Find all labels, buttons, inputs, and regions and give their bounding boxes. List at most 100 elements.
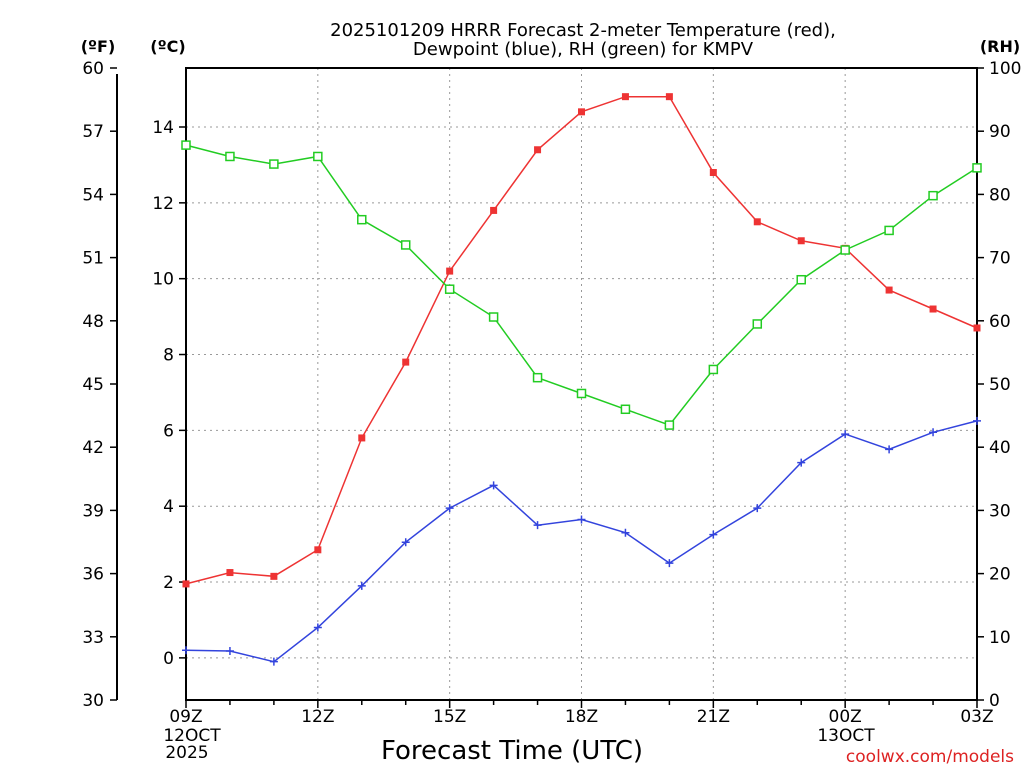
axes [116, 67, 978, 701]
dewpoint-point [929, 428, 938, 437]
rh-point [357, 214, 367, 225]
fahrenheit-tick-label: 39 [82, 501, 104, 521]
rh-point [928, 190, 938, 201]
rh-unit-label: (RH) [980, 37, 1020, 56]
dewpoint-point [401, 538, 410, 547]
rh-point [313, 151, 323, 162]
fahrenheit-tick-label: 36 [82, 565, 104, 585]
temperature-point [534, 146, 542, 154]
rh-point [664, 420, 675, 430]
fahrenheit-tick-label: 54 [82, 185, 104, 205]
rh-tick-label: 30 [989, 501, 1011, 521]
temperature-point [753, 218, 761, 226]
temperature-point [973, 324, 981, 332]
date-label-day: 12OCT [163, 726, 221, 746]
temperature-point [182, 580, 190, 588]
fahrenheit-tick-label: 60 [82, 59, 104, 79]
date-label-next-day: 13OCT [817, 726, 875, 746]
rh-tick-label: 90 [989, 122, 1011, 142]
chart-title-line1: 2025101209 HRRR Forecast 2-meter Tempera… [330, 20, 836, 41]
celsius-tick-label: 6 [163, 421, 174, 441]
dewpoint-point [533, 521, 542, 530]
rh-point [884, 225, 894, 236]
celsius-tick-label: 14 [152, 118, 174, 138]
time-tick-label: 00Z [829, 707, 862, 727]
gridlines [186, 68, 977, 700]
temperature-point [490, 206, 498, 214]
fahrenheit-tick-label: 51 [82, 249, 104, 269]
temperature-point [709, 169, 717, 177]
dewpoint-point [577, 515, 586, 524]
celsius-tick-label: 12 [152, 194, 174, 214]
credit-text: coolwx.com/models [846, 747, 1014, 767]
rh-axis: 0 10 20 30 40 50 60 70 80 90 100 [977, 59, 1021, 711]
celsius-tick-label: 0 [163, 649, 174, 669]
dewpoint-point [313, 623, 322, 632]
temperature-point [621, 93, 629, 101]
rh-point [972, 163, 982, 173]
date-label-year: 2025 [165, 743, 208, 763]
rh-tick-label: 20 [989, 565, 1011, 585]
fahrenheit-axis: 30 33 36 39 42 45 48 51 54 57 60 [82, 59, 117, 711]
rh-tick-label: 0 [989, 691, 1000, 711]
rh-point [181, 140, 191, 150]
time-tick-label: 12Z [301, 707, 334, 727]
time-tick-label: 21Z [697, 707, 730, 727]
chart-title-line2: Dewpoint (blue), RH (green) for KMPV [413, 39, 754, 60]
rh-point [488, 312, 499, 322]
fahrenheit-tick-label: 48 [82, 312, 104, 332]
temperature-point [402, 358, 410, 366]
time-axis: 09Z 12Z 15Z 18Z 21Z 00Z 03Z [169, 700, 994, 727]
dewpoint-point [357, 581, 366, 590]
time-tick-label: 15Z [433, 707, 466, 727]
time-tick-label: 09Z [169, 707, 202, 727]
celsius-tick-label: 2 [163, 573, 174, 593]
rh-tick-label: 80 [989, 185, 1011, 205]
temperature-point [226, 569, 234, 577]
rh-tick-label: 100 [989, 59, 1021, 79]
temperature-point [314, 546, 322, 554]
dewpoint-point [885, 445, 894, 454]
dewpoint-point [621, 528, 630, 537]
temperature-point [797, 237, 805, 245]
fahrenheit-tick-label: 30 [82, 691, 104, 711]
dewpoint-point [797, 458, 806, 467]
celsius-tick-label: 10 [152, 270, 174, 290]
temperature-line [185, 95, 978, 585]
rh-point [752, 319, 763, 329]
dewpoint-point [973, 416, 981, 425]
dewpoint-point [489, 481, 498, 490]
temperature-point [446, 267, 454, 275]
rh-point [225, 151, 235, 162]
dewpoint-point [709, 530, 718, 539]
rh-point [532, 372, 543, 383]
rh-point [840, 245, 850, 255]
fahrenheit-unit-label: (ºF) [81, 37, 116, 56]
time-tick-label: 03Z [960, 707, 993, 727]
dewpoint-point [225, 647, 234, 656]
series-layer [181, 93, 982, 666]
x-axis-label: Forecast Time (UTC) [381, 736, 643, 766]
rh-tick-label: 40 [989, 438, 1011, 458]
dewpoint-point [445, 504, 454, 513]
dewpoint-line [185, 420, 978, 663]
temperature-point [270, 572, 278, 580]
rh-point [708, 364, 719, 375]
fahrenheit-tick-label: 33 [82, 628, 104, 648]
dewpoint-point [182, 646, 190, 655]
rh-point [796, 274, 806, 285]
rh-tick-label: 10 [989, 628, 1011, 648]
rh-tick-label: 70 [989, 249, 1011, 269]
rh-point [620, 404, 631, 415]
celsius-unit-label: (ºC) [150, 37, 185, 56]
celsius-tick-label: 8 [163, 346, 174, 366]
time-tick-label: 18Z [565, 707, 598, 727]
temperature-point [358, 434, 366, 442]
temperature-point [665, 93, 673, 101]
rh-point [444, 284, 455, 294]
temperature-point [929, 305, 937, 313]
fahrenheit-tick-label: 42 [82, 438, 104, 458]
fahrenheit-tick-label: 45 [82, 375, 104, 395]
dewpoint-point [269, 657, 278, 666]
temperature-point [885, 286, 893, 294]
